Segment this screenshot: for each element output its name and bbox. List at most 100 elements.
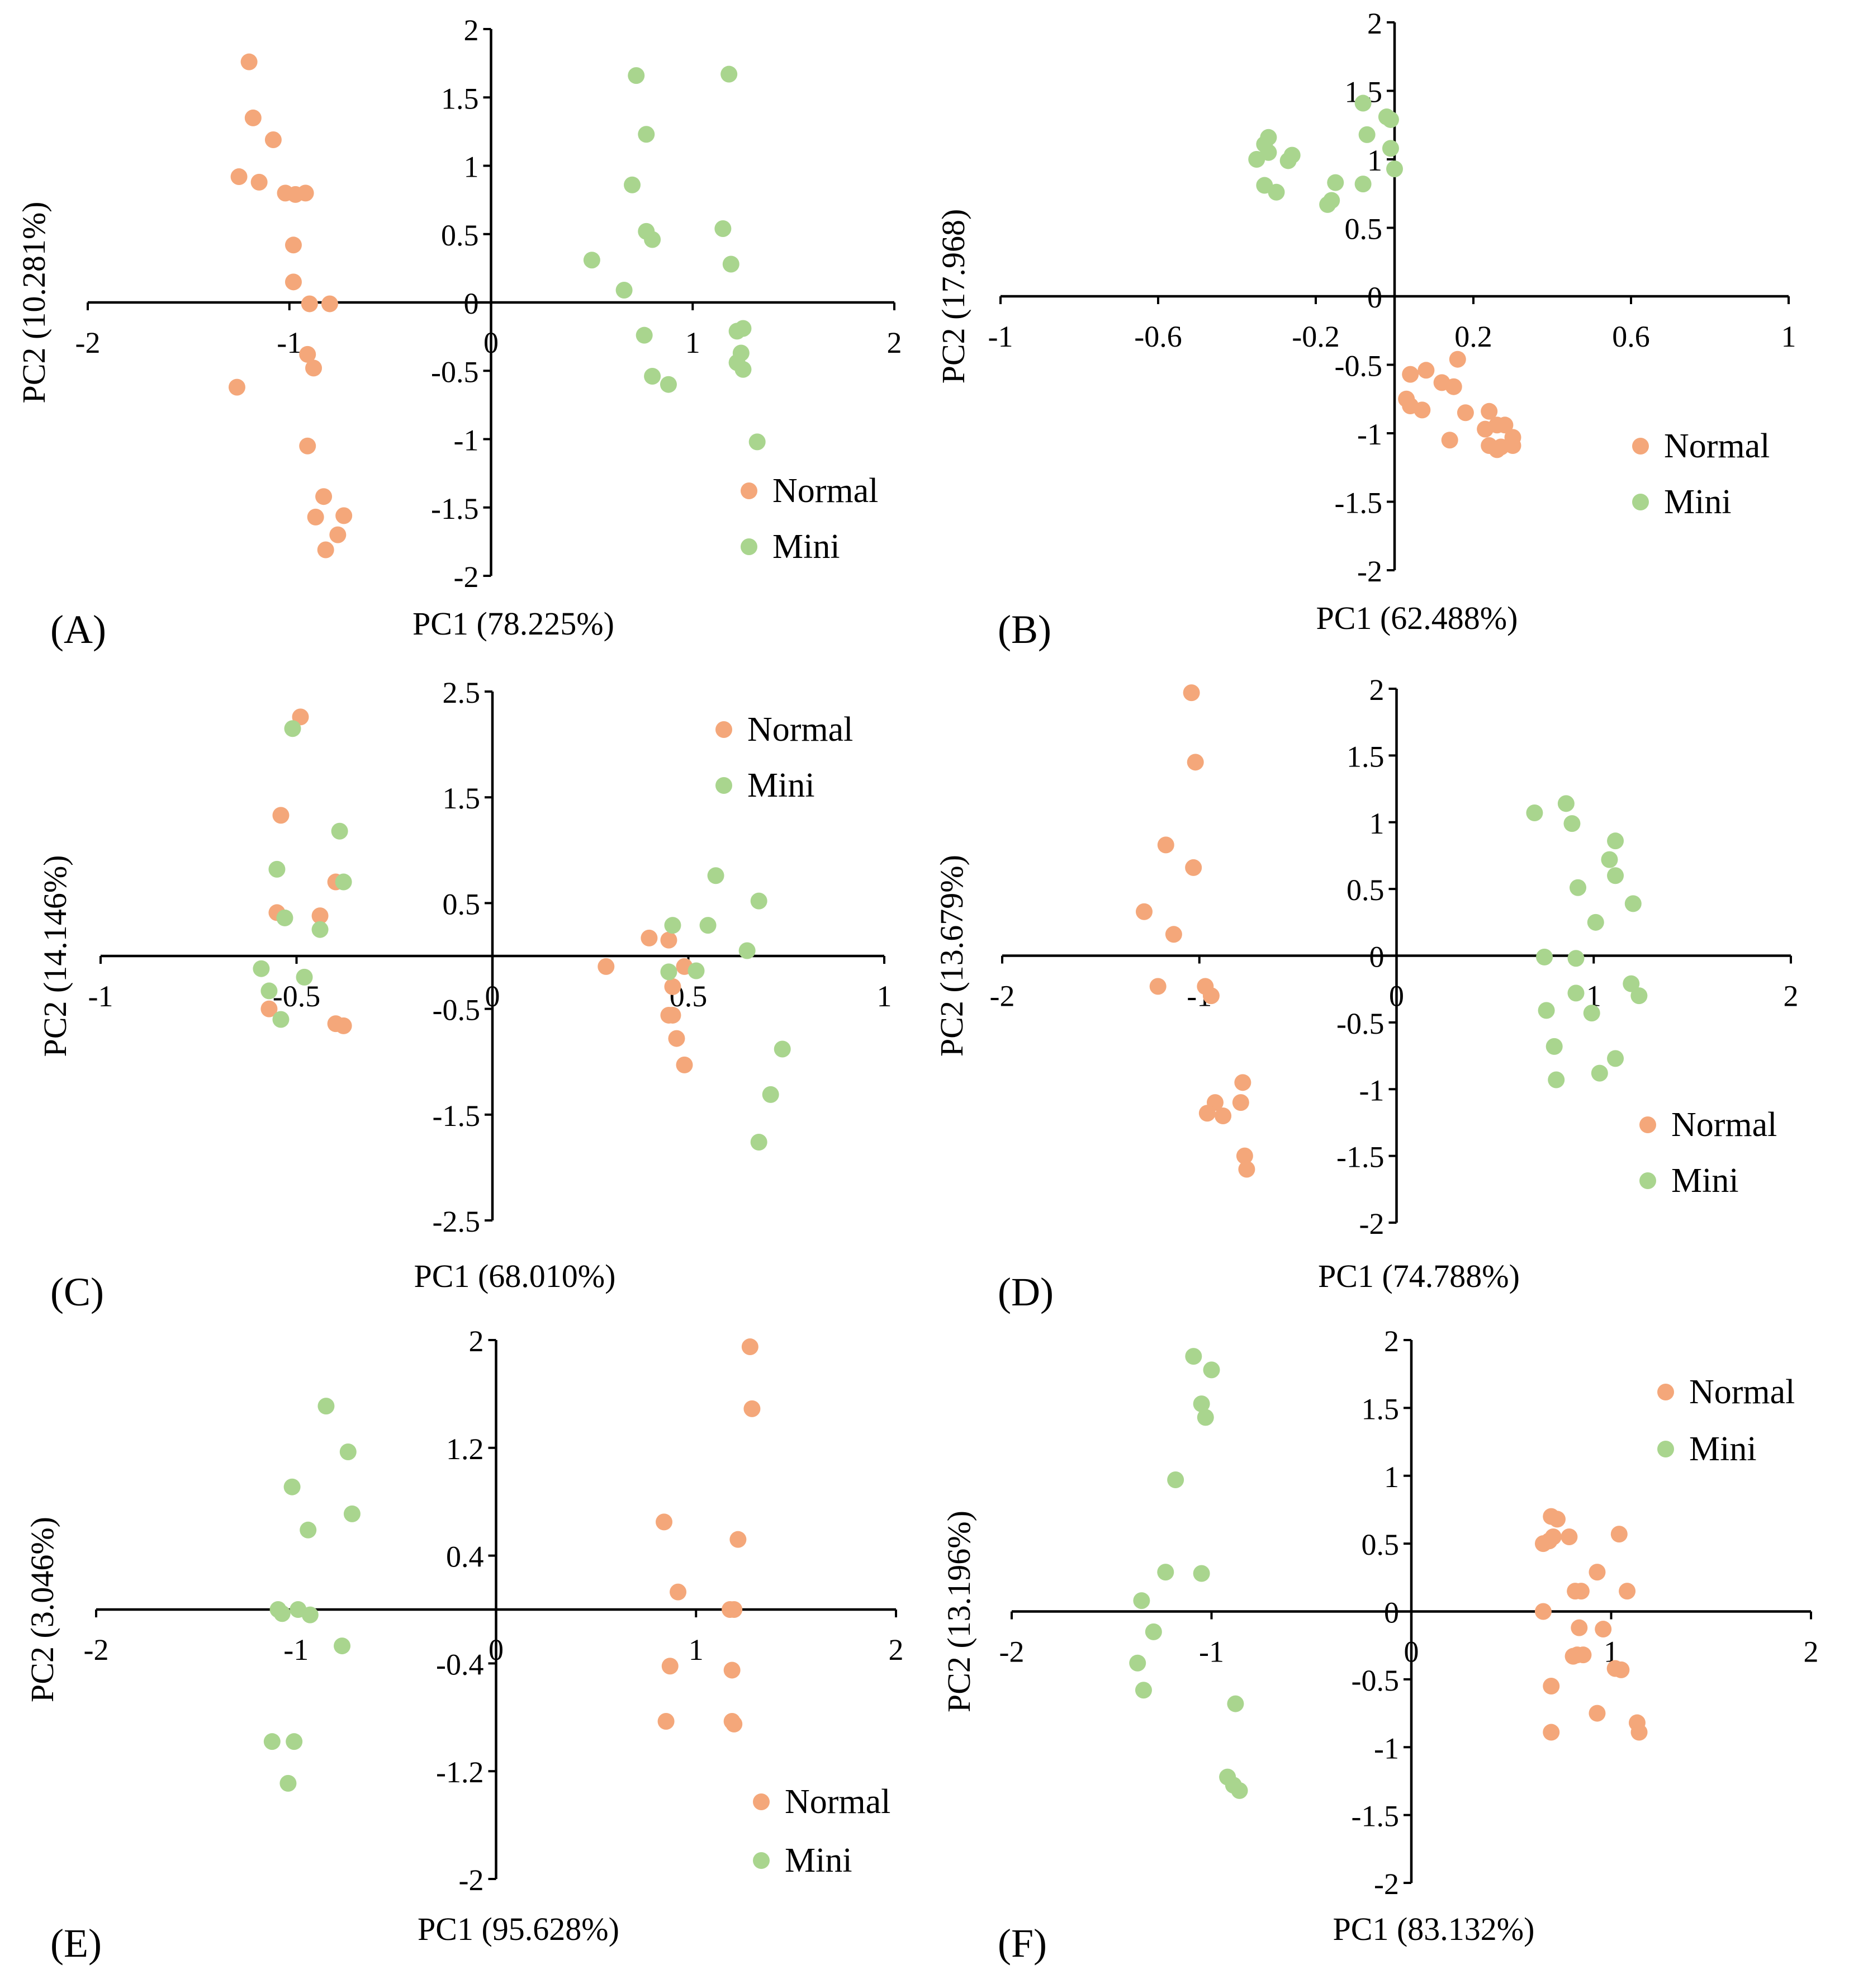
panel-3-x-tick-label: -1 [88, 979, 113, 1013]
panel-2-mini-point [1354, 94, 1372, 112]
panel-3-mini-point [660, 963, 677, 981]
panel-4-normal-point [1183, 684, 1200, 702]
panel-6-normal-point [1571, 1619, 1588, 1636]
panel-2-normal-point [1481, 403, 1498, 420]
panel-1-mini-point [734, 361, 752, 378]
panel-3-legend-normal-label: Normal [747, 711, 853, 749]
panel-4-mini-point [1545, 1038, 1563, 1055]
panel-3-mini-point [707, 867, 724, 884]
panel-5-normal-point [723, 1662, 741, 1679]
panel-5-normal-point [726, 1601, 743, 1618]
panel-3-normal-point [598, 958, 615, 975]
panel-1-mini-point [583, 252, 600, 269]
panel-5-x-tick-label: 2 [889, 1633, 904, 1667]
panel-1-normal-point [299, 437, 316, 455]
panel-5-y-axis-title: PC2 (3.046%) [24, 1517, 60, 1702]
panel-4-legend-normal-label: Normal [1671, 1106, 1777, 1144]
panel-2-y-tick-label: 0 [1367, 281, 1382, 314]
panel-1-normal-point [285, 236, 302, 254]
panel-6-normal-point [1548, 1511, 1566, 1528]
panel-4-mini-point [1538, 1002, 1555, 1019]
panel-3-mini-point [268, 860, 286, 878]
panel-3-mini-point [750, 1133, 767, 1151]
panel-1-mini-point [644, 368, 661, 385]
panel-3-mini-point [331, 822, 348, 840]
panel-2-normal-point [1445, 378, 1462, 395]
panel-4-y-tick-label: -2 [1359, 1207, 1385, 1241]
panel-5-mini-point [317, 1398, 335, 1415]
panel-1-label: (A) [50, 607, 106, 652]
panel-4-normal-point [1234, 1074, 1251, 1091]
panel-5-normal-point [729, 1531, 747, 1548]
panel-6-legend-mini-marker [1657, 1441, 1674, 1457]
panel-2-normal-point [1477, 420, 1494, 438]
panel-2-mini-point [1382, 140, 1399, 157]
panel-6-y-tick-label: 1.5 [1362, 1392, 1400, 1426]
panel-4-y-tick-label: 0 [1369, 940, 1385, 974]
panel-4-mini-point [1591, 1064, 1608, 1082]
panel-1-normal-point [335, 507, 353, 524]
panel-5-mini-point [263, 1733, 281, 1750]
panel-5-y-tick-label: -1.2 [436, 1755, 483, 1789]
panel-5-normal-point [656, 1513, 673, 1531]
panel-3-y-tick-label: 1.5 [443, 782, 481, 815]
panel-6-x-tick-label: 2 [1804, 1635, 1819, 1669]
panel-5-legend-mini-label: Mini [785, 1842, 852, 1880]
panel-5-x-tick-label: 1 [689, 1633, 704, 1667]
panel-5-mini-point [334, 1637, 351, 1655]
panel-5-mini-point [300, 1521, 317, 1539]
panel-2-x-tick-label: 0.2 [1454, 320, 1492, 353]
panel-5-normal-point [741, 1338, 758, 1356]
panel-4-y-axis-title: PC2 (13.679%) [933, 855, 970, 1057]
panel-4-y-tick-label: 1.5 [1347, 740, 1385, 773]
panel-3-normal-point [660, 1006, 677, 1024]
panel-3-normal-point [335, 1017, 352, 1034]
panel-3-mini-point [738, 942, 756, 959]
panel-4-x-tick-label: -2 [990, 979, 1015, 1013]
panel-6-mini-point [1227, 1695, 1244, 1712]
panel-4-legend-normal-marker [1639, 1116, 1656, 1133]
panel-1-legend-normal-label: Normal [772, 472, 878, 510]
panel-4-y-tick-label: -1 [1359, 1073, 1385, 1107]
panel-5-normal-point [743, 1400, 761, 1417]
panel-4-normal-point [1157, 836, 1174, 854]
panel-2-mini-point [1260, 144, 1277, 161]
panel-4-legend-mini-label: Mini [1671, 1162, 1739, 1200]
panel-6-label: (F) [998, 1921, 1047, 1966]
panel-6-mini-point [1231, 1782, 1248, 1799]
panel-4-y-tick-label: 1 [1369, 807, 1385, 840]
panel-5-normal-point [661, 1658, 679, 1675]
panel-6-x-axis-title: PC1 (83.132%) [1333, 1911, 1535, 1947]
panel-5-legend-normal-marker [753, 1793, 770, 1810]
panel-6-legend-normal-marker [1657, 1384, 1674, 1400]
panel-6-y-tick-label: -1 [1374, 1731, 1399, 1765]
panel-2-y-tick-label: -2 [1357, 555, 1382, 588]
panel-1-normal-point [228, 378, 245, 396]
panel-6-normal-point [1567, 1583, 1584, 1600]
panel-6-mini-point [1185, 1348, 1202, 1365]
panel-1-x-tick-label: 2 [887, 326, 902, 359]
panel-2-x-tick-label: -0.2 [1292, 320, 1339, 353]
panel-5-y-tick-label: 1.2 [446, 1432, 484, 1466]
panel-1-normal-point [264, 131, 282, 149]
panel-1-normal-point [305, 359, 323, 377]
panel-1-y-tick-label: 2 [464, 13, 479, 47]
panel-2-normal-point [1488, 441, 1506, 458]
panel-6-mini-point [1145, 1623, 1162, 1640]
panel-3-legend-normal-marker [715, 721, 732, 738]
panel-3-y-tick-label: 2.5 [443, 676, 481, 709]
panel-5-normal-point [657, 1713, 675, 1730]
panel-6-x-tick-label: -2 [999, 1635, 1025, 1669]
panel-2-x-tick-label: 0.6 [1612, 320, 1650, 353]
panel-3-mini-point [276, 909, 293, 926]
panel-6-x-tick-label: 0 [1404, 1635, 1419, 1669]
panel-2-mini-point [1386, 160, 1403, 178]
panel-3-mini-point [284, 720, 301, 737]
panel-1-normal-point [285, 273, 302, 291]
panel-1-normal-point [301, 295, 318, 313]
panel-4-mini-point [1526, 804, 1543, 822]
panel-5-mini-point [339, 1443, 357, 1461]
panel-4-normal-point [1236, 1147, 1253, 1165]
panel-6-mini-point [1203, 1361, 1220, 1379]
